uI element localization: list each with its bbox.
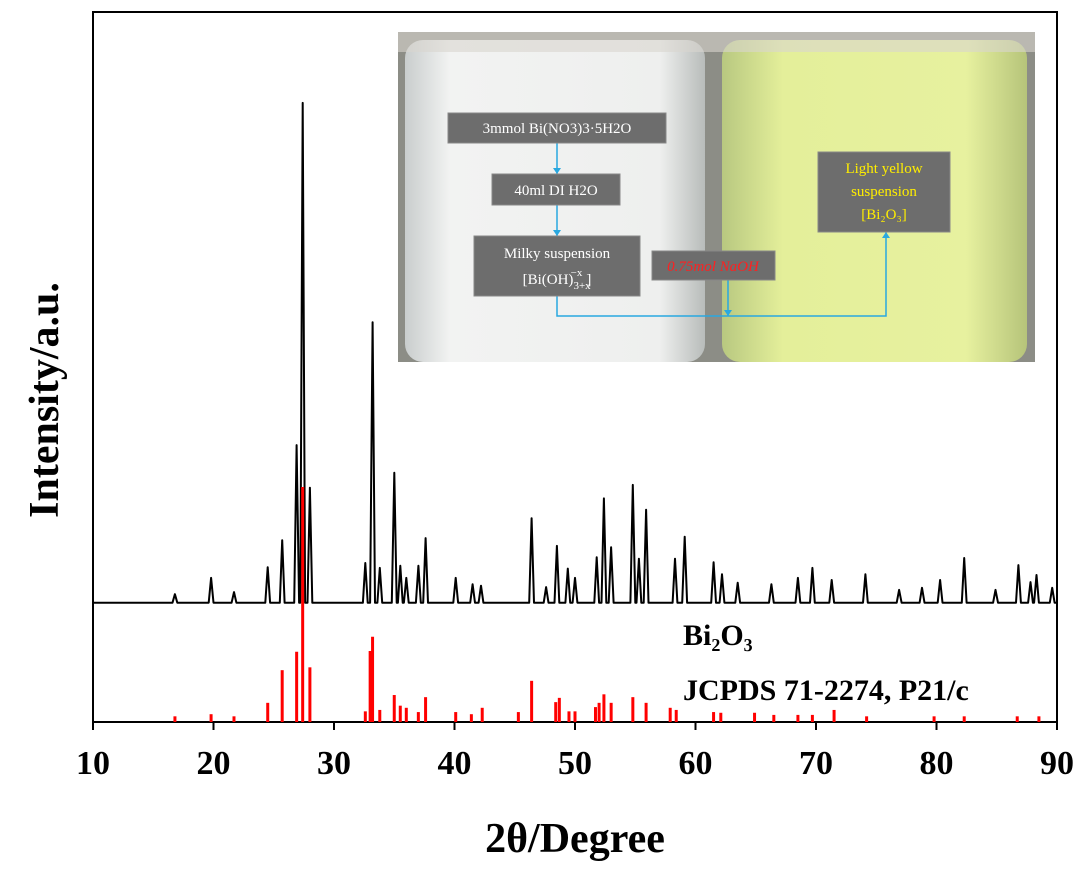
annotation: JCPDS 71-2274, P21/c bbox=[683, 674, 969, 707]
x-tick-label: 90 bbox=[1040, 745, 1074, 782]
formula-part: [Bi(OH) bbox=[523, 272, 574, 288]
flow-step: 3mmol Bi(NO3)3·5H2O bbox=[483, 121, 632, 137]
y-axis-title: Intensity/a.u. bbox=[22, 282, 68, 518]
flow-step-formula: [Bi(OH)3+x−x] bbox=[523, 267, 592, 292]
x-tick-label: 20 bbox=[197, 745, 231, 782]
reagent: 0.75mol NaOH bbox=[667, 259, 760, 275]
formula-part: ] bbox=[586, 272, 591, 288]
result: suspension bbox=[851, 184, 917, 200]
formula-subscript: 3+x bbox=[573, 280, 591, 292]
x-tick-label: 10 bbox=[76, 745, 110, 782]
x-tick-label: 50 bbox=[558, 745, 592, 782]
formula-superscript: −x bbox=[571, 267, 583, 279]
x-axis-title: 2θ/Degree bbox=[485, 816, 665, 862]
annotation: Bi₂O₃ bbox=[683, 619, 753, 652]
inset-photo: 3mmol Bi(NO3)3·5H2O 40ml DI H2O Milky su… bbox=[398, 32, 1035, 362]
x-tick-label: 70 bbox=[799, 745, 833, 782]
result: Light yellow bbox=[845, 161, 922, 177]
flow-step: Milky suspension bbox=[504, 246, 611, 262]
flow-step: 40ml DI H2O bbox=[514, 183, 597, 199]
x-tick-label: 80 bbox=[920, 745, 954, 782]
x-tick-label: 30 bbox=[317, 745, 351, 782]
xrd-pattern bbox=[93, 101, 1057, 604]
x-tick-label: 40 bbox=[438, 745, 472, 782]
result: [Bi₂O₃] bbox=[861, 207, 906, 223]
x-tick-label: 60 bbox=[679, 745, 713, 782]
